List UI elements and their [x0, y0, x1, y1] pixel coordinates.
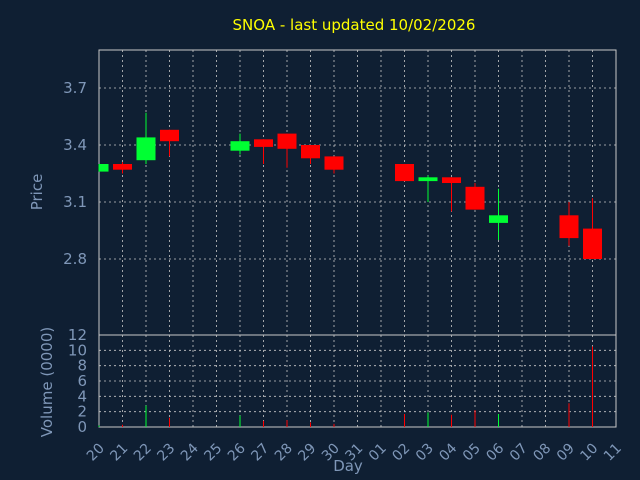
candle-body	[489, 215, 508, 223]
day-tick-label: 04	[436, 440, 460, 464]
day-tick-label: 01	[366, 441, 390, 465]
day-tick-label: 28	[272, 441, 296, 465]
day-tick-label: 29	[295, 441, 319, 465]
price-tick-labels: 3.7 3.4 3.1 2.8	[63, 79, 87, 268]
volume-tick-label: 4	[77, 387, 87, 405]
candle-body	[301, 145, 320, 159]
day-tick-label: 25	[201, 441, 225, 465]
candle-body	[230, 141, 250, 151]
candle-body	[113, 164, 132, 170]
volume-tick-label: 8	[77, 357, 87, 375]
candle-body	[277, 133, 297, 149]
candle-body	[99, 164, 109, 172]
day-tick-label: 23	[154, 441, 178, 465]
grid-lines	[99, 50, 616, 427]
volume-tick-label: 12	[68, 326, 87, 344]
price-panel-frame	[98, 49, 617, 336]
day-tick-label: 26	[225, 440, 249, 464]
day-tick-label: 10	[577, 441, 601, 465]
price-tick-label: 3.7	[63, 79, 87, 97]
candle-body	[160, 129, 179, 142]
candle-body	[395, 164, 414, 182]
day-tick-label: 08	[530, 441, 554, 465]
candle-body	[136, 137, 156, 161]
day-tick-label: 22	[131, 441, 155, 465]
candle-body	[442, 177, 461, 183]
candle-body	[559, 215, 579, 239]
volume-bars	[98, 346, 593, 427]
day-tick-label: 03	[413, 441, 437, 465]
day-tick-label: 05	[460, 441, 484, 465]
day-tick-label: 02	[389, 441, 413, 465]
day-tick-label: 11	[601, 441, 625, 465]
candles	[98, 112, 602, 259]
day-tick-label: 24	[178, 440, 202, 464]
candle-body	[583, 228, 602, 259]
chart-title: SNOA - last updated 10/02/2026	[233, 16, 476, 34]
day-tick-label: 21	[107, 441, 131, 465]
price-tick-label: 2.8	[63, 250, 87, 268]
day-axis-label: Day	[333, 457, 363, 475]
volume-tick-label: 6	[77, 372, 87, 390]
volume-axis-label: Volume (0000)	[38, 327, 56, 437]
price-tick-label: 3.1	[63, 193, 87, 211]
day-tick-label: 06	[483, 440, 507, 464]
candle-body	[254, 139, 273, 147]
candle-body	[465, 186, 485, 210]
price-tick-label: 3.4	[63, 136, 87, 154]
volume-tick-label: 0	[77, 418, 87, 436]
volume-tick-label: 2	[77, 403, 87, 421]
price-axis-label: Price	[28, 174, 46, 211]
day-tick-label: 27	[248, 441, 272, 465]
volume-tick-label: 10	[68, 341, 87, 359]
day-tick-label: 20	[84, 441, 108, 465]
day-tick-label: 07	[507, 441, 531, 465]
day-tick-label: 09	[554, 441, 578, 465]
candle-body	[324, 156, 344, 170]
candle-body	[418, 177, 438, 182]
